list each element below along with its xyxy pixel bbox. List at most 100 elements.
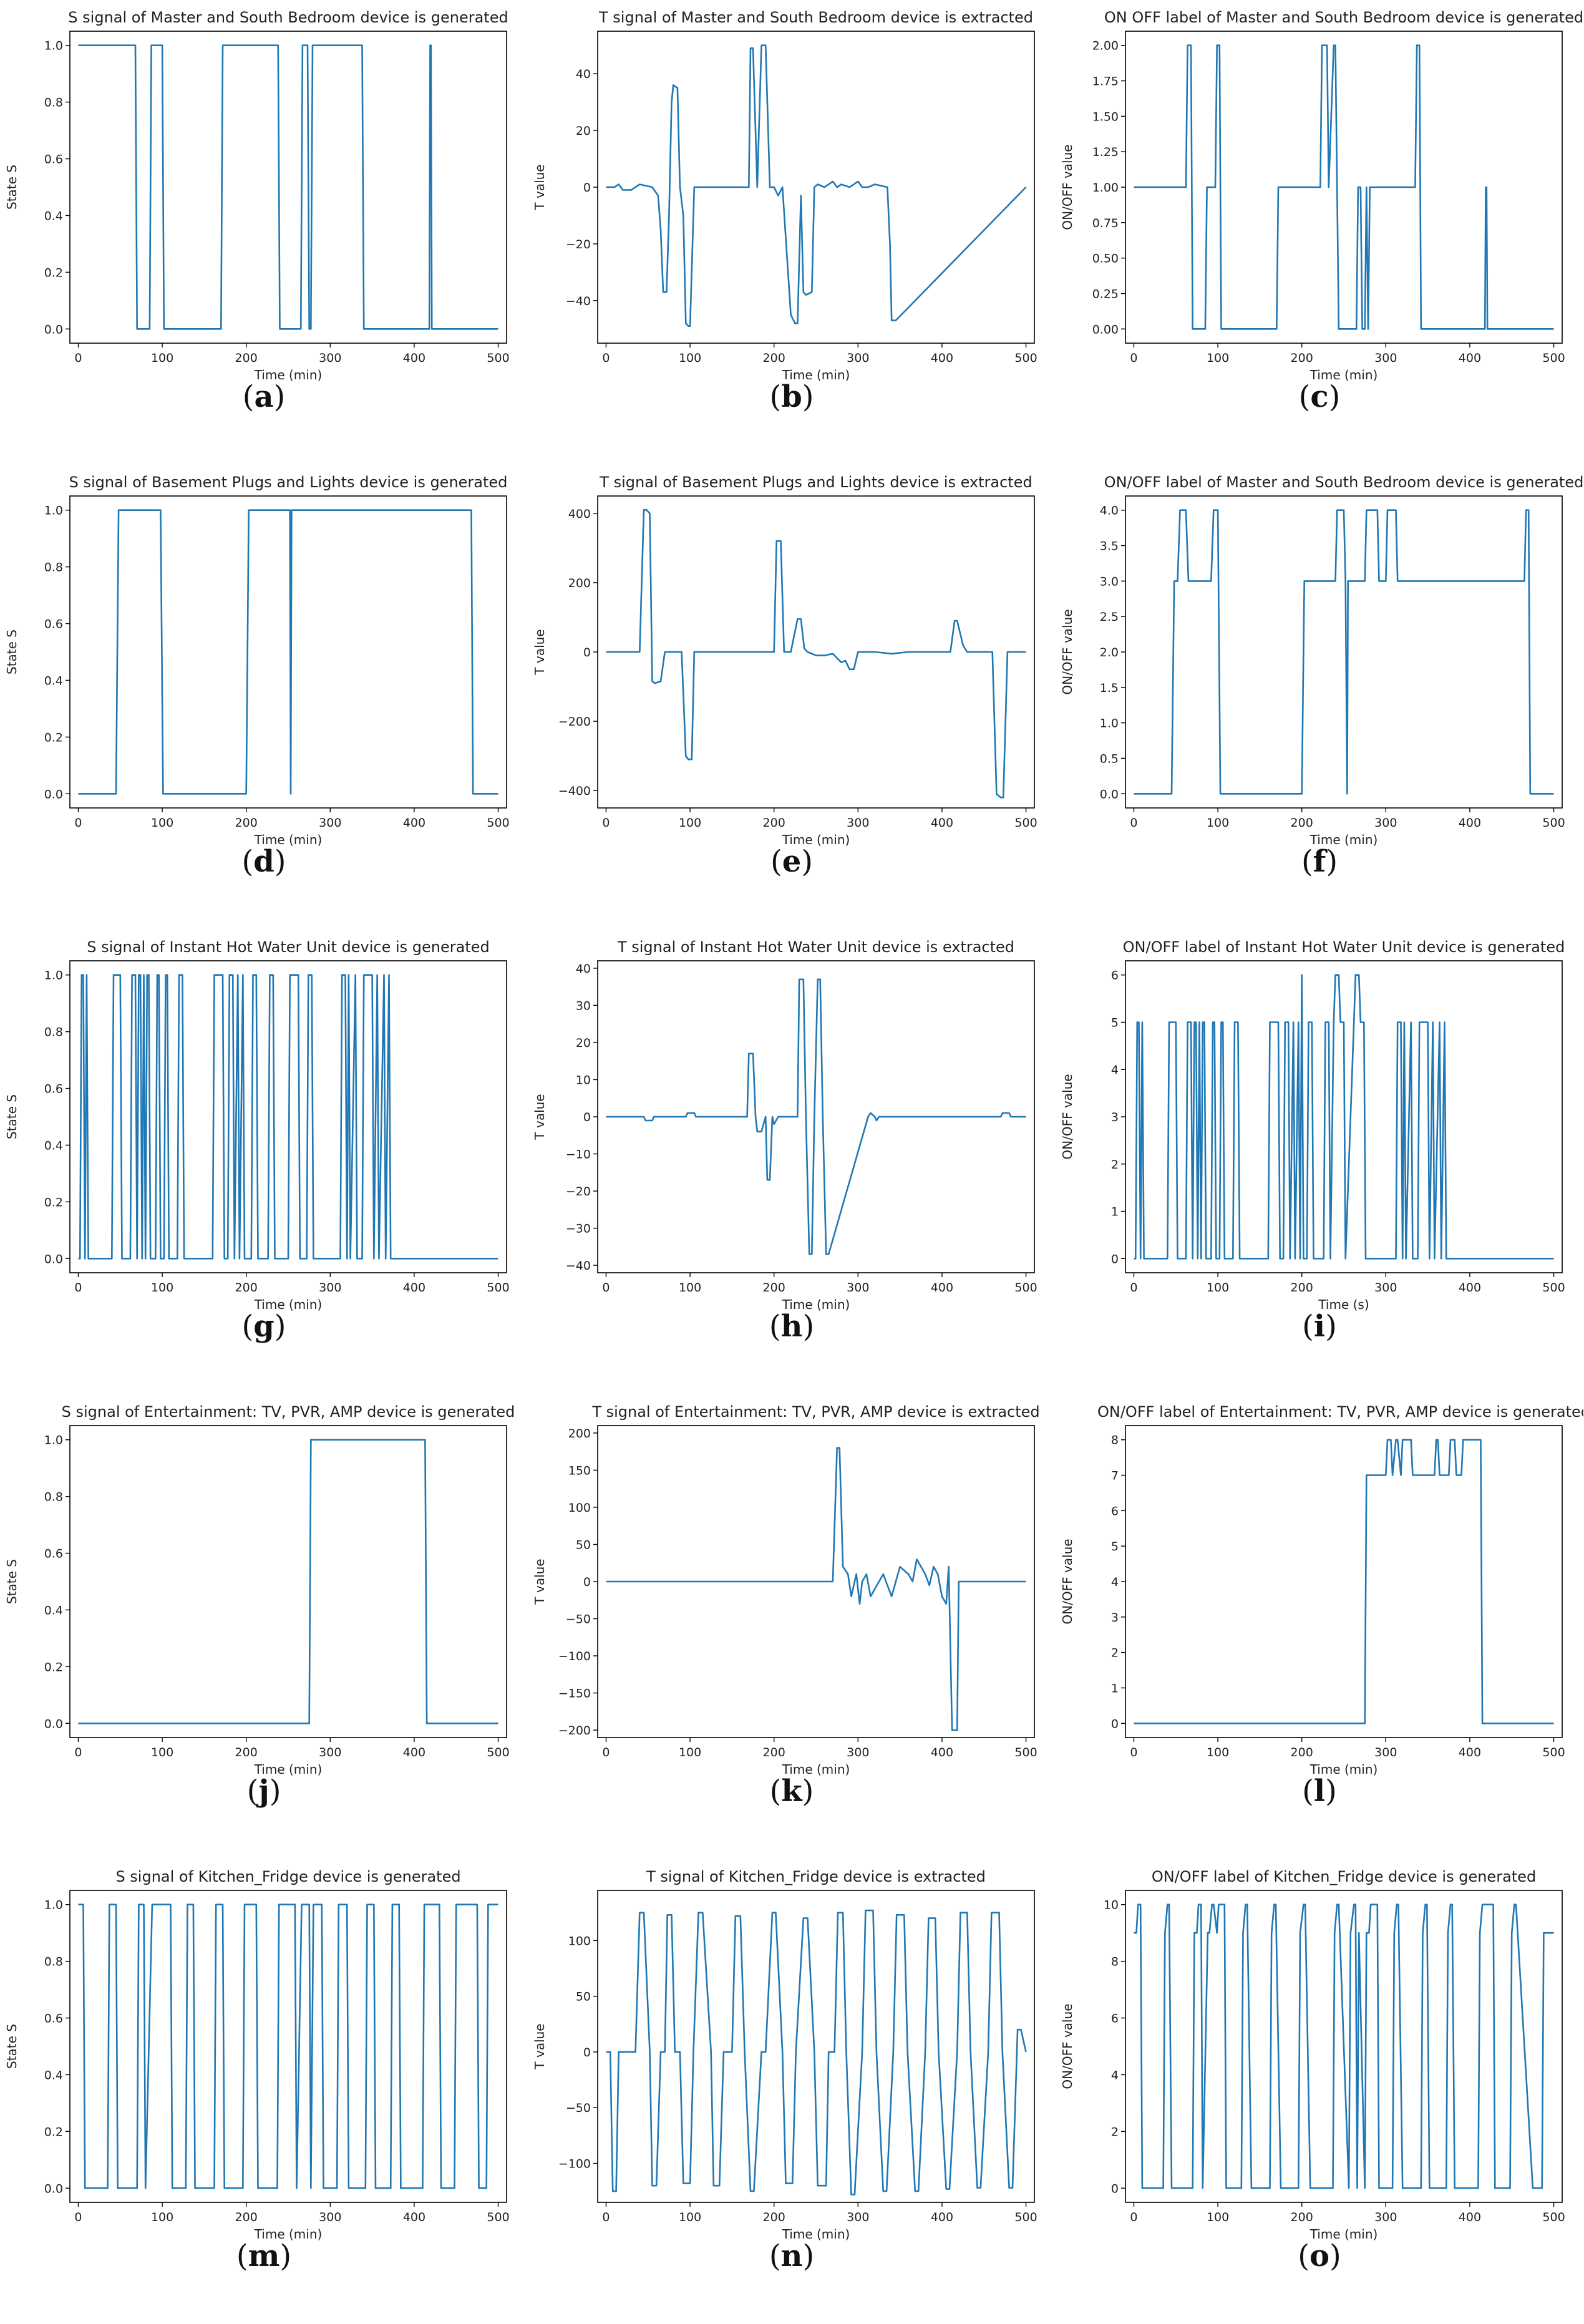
caption-letter: h (780, 1309, 803, 1344)
caption-close-paren: ) (1325, 1309, 1337, 1344)
series-line (606, 978, 1026, 1255)
caption-close-paren: ) (1326, 844, 1338, 879)
y-tick-label: 0.8 (44, 1955, 63, 1969)
x-tick-label: 100 (1207, 351, 1229, 365)
x-tick-label: 500 (487, 816, 509, 830)
chart-title: S signal of Basement Plugs and Lights de… (69, 474, 508, 491)
y-tick-label: 0 (583, 2046, 591, 2059)
y-tick-label: 0.0 (44, 2182, 63, 2195)
x-tick-label: 200 (763, 1746, 785, 1759)
y-tick-label: 5 (1111, 1540, 1119, 1553)
caption-close-paren: ) (802, 379, 814, 414)
x-tick-label: 200 (235, 1281, 258, 1295)
series-line (1134, 1439, 1554, 1724)
x-tick-label: 100 (679, 2210, 701, 2224)
x-tick-label: 0 (602, 1281, 610, 1295)
y-tick-label: −200 (558, 715, 591, 729)
x-tick-label: 400 (931, 2210, 953, 2224)
caption-letter: l (1313, 1774, 1326, 1809)
x-axis-label: Time (min) (1309, 367, 1378, 382)
y-tick-label: 20 (576, 124, 591, 138)
x-tick-label: 400 (1459, 1746, 1481, 1759)
x-tick-label: 300 (847, 816, 869, 830)
y-tick-label: 3 (1111, 1111, 1119, 1124)
caption-open-paren: ( (236, 2239, 248, 2273)
x-tick-label: 0 (74, 1281, 82, 1295)
caption-open-paren: ( (241, 844, 254, 879)
chart-title: T signal of Master and South Bedroom dev… (598, 9, 1033, 26)
y-tick-label: 0.6 (44, 618, 63, 631)
x-tick-label: 400 (931, 816, 953, 830)
x-tick-label: 0 (1130, 1281, 1137, 1295)
panel-caption: (l) (1056, 1774, 1583, 1809)
y-axis-label: State S (4, 1559, 19, 1604)
y-tick-label: 2.00 (1092, 39, 1119, 53)
x-tick-label: 200 (235, 816, 258, 830)
chart-title: ON/OFF label of Entertainment: TV, PVR, … (1097, 1403, 1583, 1421)
y-axis-label: ON/OFF value (1060, 1539, 1075, 1624)
x-axis-label: Time (min) (254, 1297, 323, 1312)
y-tick-label: 40 (576, 67, 591, 81)
y-tick-label: 50 (576, 1990, 591, 2004)
x-axis-label: Time (min) (782, 832, 850, 847)
caption-close-paren: ) (802, 1774, 814, 1809)
x-tick-label: 200 (1291, 351, 1313, 365)
chart-svg-l: ON/OFF label of Entertainment: TV, PVR, … (1060, 1403, 1583, 1777)
x-axis-label: Time (min) (254, 2227, 323, 2242)
y-tick-label: 10 (576, 1073, 591, 1087)
chart-panel-j: S signal of Entertainment: TV, PVR, AMP … (0, 1394, 528, 1859)
plot-area-frame (1125, 1890, 1563, 2203)
caption-letter: i (1313, 1309, 1326, 1344)
y-tick-label: 1.0 (44, 39, 63, 53)
y-tick-label: 1.5 (1100, 681, 1119, 695)
y-axis-label: ON/OFF value (1060, 144, 1075, 230)
x-tick-label: 300 (319, 816, 341, 830)
x-tick-label: 200 (763, 1281, 785, 1295)
caption-open-paren: ( (1298, 2239, 1309, 2273)
panel-caption: (m) (0, 2239, 528, 2273)
x-tick-label: 200 (235, 2210, 258, 2224)
x-tick-label: 300 (1374, 351, 1397, 365)
y-axis-label: T value (532, 164, 547, 210)
y-tick-label: 6 (1111, 1504, 1119, 1518)
x-tick-label: 500 (1014, 816, 1037, 830)
y-tick-label: 0.2 (44, 1660, 63, 1674)
x-tick-label: 300 (319, 2210, 341, 2224)
chart-panel-n: T signal of Kitchen_Fridge device is ext… (528, 1859, 1056, 2324)
x-tick-label: 500 (1542, 1746, 1565, 1759)
caption-close-paren: ) (273, 379, 286, 414)
x-tick-label: 0 (1130, 2210, 1137, 2224)
chart-svg-o: ON/OFF label of Kitchen_Fridge device is… (1060, 1868, 1565, 2242)
caption-letter: c (1310, 379, 1329, 414)
plot-area-frame (597, 1890, 1035, 2203)
x-tick-label: 100 (679, 351, 701, 365)
y-tick-label: 3.5 (1100, 540, 1119, 553)
y-tick-label: −100 (558, 1650, 591, 1663)
x-tick-label: 0 (602, 2210, 610, 2224)
x-tick-label: 100 (1207, 816, 1229, 830)
x-tick-label: 200 (235, 351, 258, 365)
y-axis-label: ON/OFF value (1060, 1074, 1075, 1159)
x-tick-label: 500 (487, 1281, 509, 1295)
series-line (78, 509, 498, 795)
y-tick-label: 200 (568, 1427, 591, 1441)
x-tick-label: 400 (1459, 1281, 1481, 1295)
y-tick-label: 50 (576, 1538, 591, 1552)
caption-letter: n (780, 2239, 803, 2273)
y-tick-label: 1.0 (44, 504, 63, 518)
x-tick-label: 200 (763, 2210, 785, 2224)
chart-svg-j: S signal of Entertainment: TV, PVR, AMP … (4, 1403, 515, 1777)
y-axis-label: ON/OFF value (1060, 2003, 1075, 2089)
y-tick-label: 4.0 (1100, 504, 1119, 518)
y-tick-label: 1.0 (44, 1434, 63, 1447)
y-tick-label: 0.5 (1100, 752, 1119, 766)
x-tick-label: 500 (487, 1746, 509, 1759)
panel-caption: (f) (1056, 844, 1583, 879)
x-tick-label: 400 (1459, 816, 1481, 830)
x-tick-label: 100 (151, 1281, 173, 1295)
series-line (78, 974, 498, 1260)
y-tick-label: −150 (558, 1687, 591, 1701)
caption-close-paren: ) (1328, 379, 1341, 414)
chart-panel-b: T signal of Master and South Bedroom dev… (528, 0, 1056, 465)
y-tick-label: −30 (566, 1222, 591, 1236)
